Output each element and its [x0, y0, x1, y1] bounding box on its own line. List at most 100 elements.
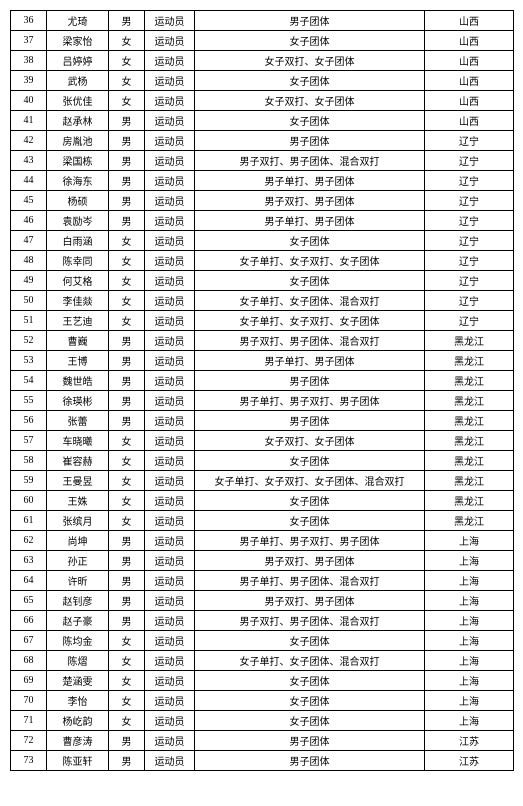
cell-prov: 辽宁 — [425, 131, 514, 151]
cell-name: 武杨 — [47, 71, 109, 91]
cell-n: 65 — [11, 591, 47, 611]
cell-role: 运动员 — [145, 651, 195, 671]
cell-prov: 辽宁 — [425, 311, 514, 331]
cell-prov: 上海 — [425, 691, 514, 711]
table-row: 40张优佳女运动员女子双打、女子团体山西 — [11, 91, 514, 111]
cell-sex: 男 — [109, 351, 145, 371]
cell-sex: 女 — [109, 251, 145, 271]
cell-event: 男子双打、男子团体、混合双打 — [195, 611, 425, 631]
cell-role: 运动员 — [145, 511, 195, 531]
table-row: 63孙正男运动员男子双打、男子团体上海 — [11, 551, 514, 571]
cell-sex: 女 — [109, 231, 145, 251]
cell-sex: 男 — [109, 211, 145, 231]
cell-event: 女子团体 — [195, 111, 425, 131]
table-row: 48陈幸同女运动员女子单打、女子双打、女子团体辽宁 — [11, 251, 514, 271]
cell-name: 孙正 — [47, 551, 109, 571]
cell-role: 运动员 — [145, 191, 195, 211]
cell-n: 40 — [11, 91, 47, 111]
cell-role: 运动员 — [145, 371, 195, 391]
table-row: 47白雨涵女运动员女子团体辽宁 — [11, 231, 514, 251]
cell-name: 曹巍 — [47, 331, 109, 351]
cell-role: 运动员 — [145, 91, 195, 111]
cell-n: 52 — [11, 331, 47, 351]
cell-name: 王艺迪 — [47, 311, 109, 331]
cell-prov: 黑龙江 — [425, 371, 514, 391]
cell-name: 赵承林 — [47, 111, 109, 131]
cell-event: 男子团体 — [195, 731, 425, 751]
cell-role: 运动员 — [145, 391, 195, 411]
cell-n: 43 — [11, 151, 47, 171]
table-row: 69楚涵雯女运动员女子团体上海 — [11, 671, 514, 691]
cell-prov: 黑龙江 — [425, 511, 514, 531]
table-row: 68陈熠女运动员女子单打、女子团体、混合双打上海 — [11, 651, 514, 671]
cell-event: 女子团体 — [195, 671, 425, 691]
cell-prov: 山西 — [425, 51, 514, 71]
cell-prov: 山西 — [425, 111, 514, 131]
cell-name: 陈均金 — [47, 631, 109, 651]
cell-n: 48 — [11, 251, 47, 271]
cell-event: 女子单打、女子双打、女子团体 — [195, 251, 425, 271]
cell-role: 运动员 — [145, 31, 195, 51]
cell-event: 女子双打、女子团体 — [195, 91, 425, 111]
cell-name: 车晓曦 — [47, 431, 109, 451]
cell-event: 男子团体 — [195, 751, 425, 771]
cell-name: 赵子豪 — [47, 611, 109, 631]
cell-name: 张蕾 — [47, 411, 109, 431]
table-row: 37梁家怡女运动员女子团体山西 — [11, 31, 514, 51]
table-row: 56张蕾男运动员男子团体黑龙江 — [11, 411, 514, 431]
cell-sex: 女 — [109, 71, 145, 91]
cell-n: 46 — [11, 211, 47, 231]
table-row: 61张缤月女运动员女子团体黑龙江 — [11, 511, 514, 531]
cell-name: 袁励岑 — [47, 211, 109, 231]
cell-sex: 男 — [109, 151, 145, 171]
cell-role: 运动员 — [145, 631, 195, 651]
cell-sex: 男 — [109, 11, 145, 31]
cell-sex: 男 — [109, 591, 145, 611]
cell-event: 女子团体 — [195, 511, 425, 531]
cell-prov: 江苏 — [425, 731, 514, 751]
cell-event: 女子双打、女子团体 — [195, 431, 425, 451]
cell-prov: 上海 — [425, 591, 514, 611]
cell-prov: 上海 — [425, 671, 514, 691]
cell-name: 李怡 — [47, 691, 109, 711]
table-row: 45杨硕男运动员男子双打、男子团体辽宁 — [11, 191, 514, 211]
cell-event: 女子团体 — [195, 691, 425, 711]
cell-sex: 女 — [109, 271, 145, 291]
cell-n: 49 — [11, 271, 47, 291]
cell-name: 陈亚轩 — [47, 751, 109, 771]
cell-n: 53 — [11, 351, 47, 371]
cell-name: 吕婷婷 — [47, 51, 109, 71]
cell-prov: 山西 — [425, 31, 514, 51]
cell-role: 运动员 — [145, 691, 195, 711]
cell-n: 73 — [11, 751, 47, 771]
table-row: 39武杨女运动员女子团体山西 — [11, 71, 514, 91]
cell-event: 男子双打、男子团体 — [195, 591, 425, 611]
cell-event: 男子团体 — [195, 11, 425, 31]
cell-role: 运动员 — [145, 231, 195, 251]
cell-prov: 上海 — [425, 611, 514, 631]
cell-event: 男子单打、男子团体 — [195, 351, 425, 371]
cell-sex: 男 — [109, 731, 145, 751]
cell-role: 运动员 — [145, 11, 195, 31]
cell-role: 运动员 — [145, 591, 195, 611]
cell-sex: 男 — [109, 331, 145, 351]
table-row: 49何艾格女运动员女子团体辽宁 — [11, 271, 514, 291]
cell-event: 男子团体 — [195, 131, 425, 151]
cell-n: 41 — [11, 111, 47, 131]
cell-name: 王姝 — [47, 491, 109, 511]
cell-name: 徐瑛彬 — [47, 391, 109, 411]
cell-sex: 女 — [109, 31, 145, 51]
cell-role: 运动员 — [145, 211, 195, 231]
table-row: 51王艺迪女运动员女子单打、女子双打、女子团体辽宁 — [11, 311, 514, 331]
cell-sex: 女 — [109, 51, 145, 71]
cell-event: 男子双打、男子团体、混合双打 — [195, 331, 425, 351]
table-row: 70李怡女运动员女子团体上海 — [11, 691, 514, 711]
cell-role: 运动员 — [145, 711, 195, 731]
cell-name: 杨硕 — [47, 191, 109, 211]
cell-prov: 辽宁 — [425, 151, 514, 171]
cell-sex: 女 — [109, 651, 145, 671]
table-row: 38吕婷婷女运动员女子双打、女子团体山西 — [11, 51, 514, 71]
cell-role: 运动员 — [145, 551, 195, 571]
table-row: 50李佳燚女运动员女子单打、女子团体、混合双打辽宁 — [11, 291, 514, 311]
cell-event: 男子双打、男子团体 — [195, 191, 425, 211]
